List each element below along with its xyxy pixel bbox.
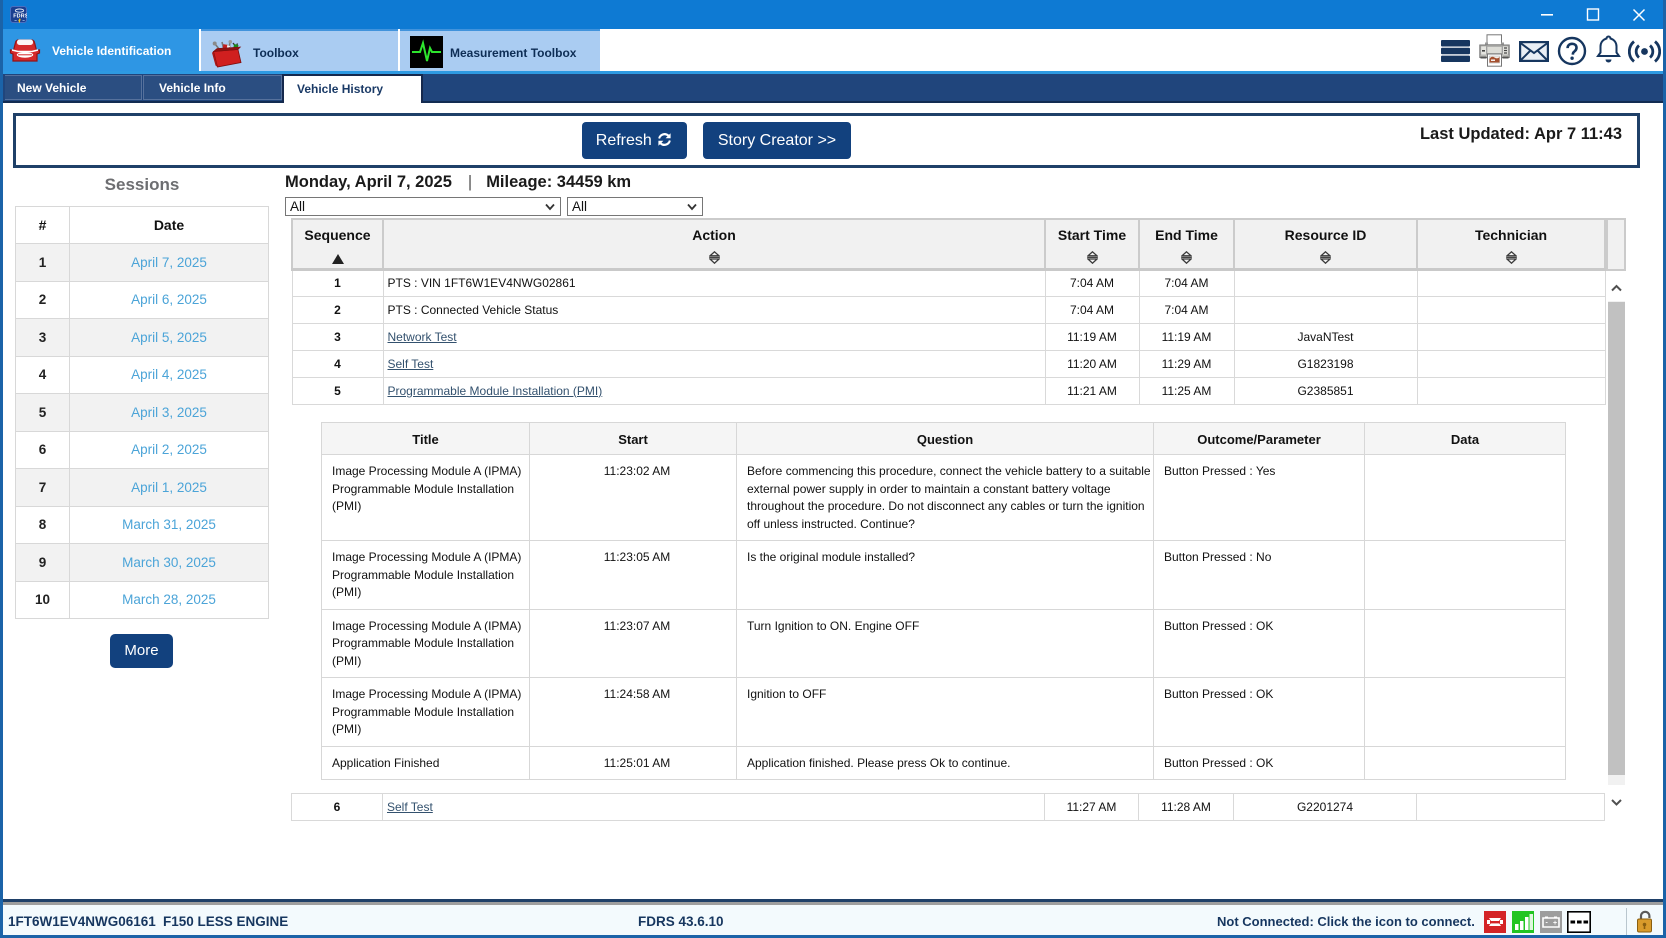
svg-text:-: - [1546, 920, 1549, 927]
svg-text:FDRS: FDRS [13, 13, 27, 19]
svg-text:+: + [1553, 920, 1557, 927]
